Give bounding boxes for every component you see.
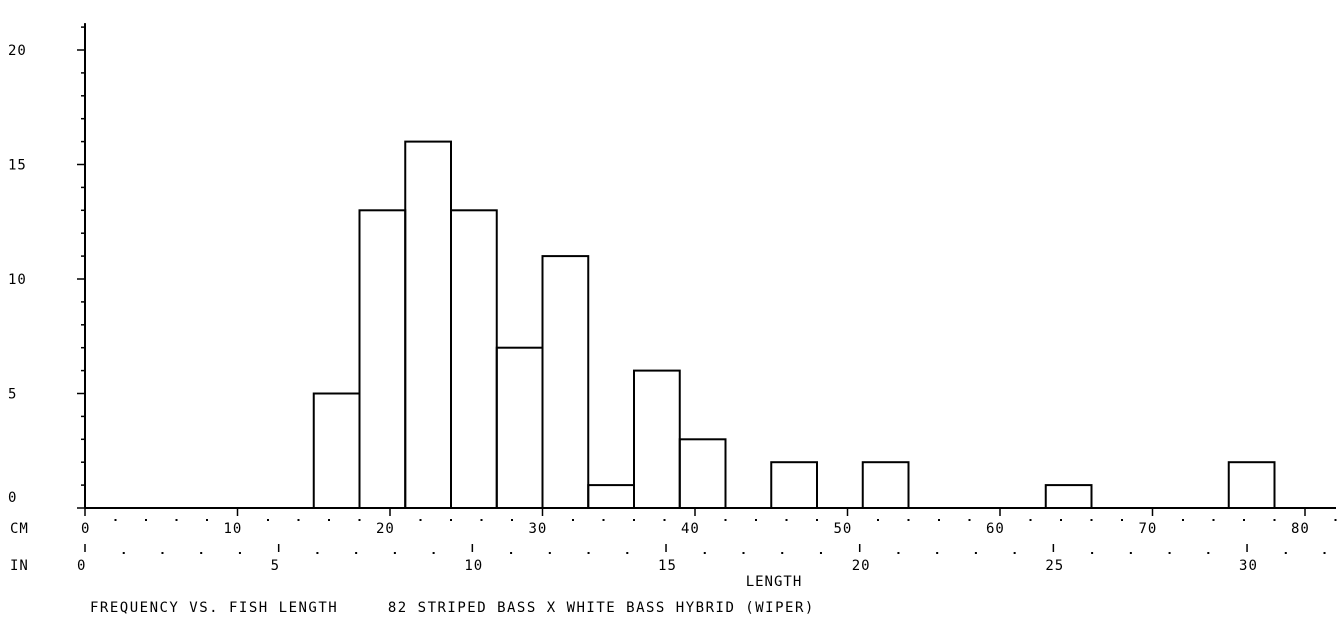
cm-minor-dot — [816, 519, 818, 521]
cm-minor-dot — [358, 519, 361, 521]
in-minor-dot — [1323, 552, 1326, 554]
cm-tick-label: 30 — [529, 521, 548, 537]
cm-minor-dot — [206, 519, 208, 521]
cm-tick-label: 80 — [1291, 521, 1310, 537]
in-tick-label: 15 — [658, 558, 677, 574]
histogram-bar — [495, 346, 544, 510]
cm-minor-dot — [1334, 519, 1337, 521]
cm-minor-dot — [1182, 519, 1184, 521]
in-minor-dot — [819, 552, 822, 554]
cm-tick-label: 0 — [81, 521, 90, 537]
in-minor-dot — [316, 552, 319, 554]
cm-tick-label: 70 — [1139, 521, 1158, 537]
in-minor-dot — [510, 552, 513, 554]
in-minor-dot — [1013, 552, 1016, 554]
histogram-bar — [541, 255, 590, 509]
in-tick-label: 30 — [1239, 558, 1258, 574]
cm-minor-dot — [1273, 519, 1276, 521]
cm-minor-dot — [1121, 519, 1123, 521]
x-unit-in-label: IN — [10, 558, 29, 574]
cm-minor-dot — [114, 519, 117, 521]
in-minor-dot — [393, 552, 396, 554]
histogram-bar — [861, 461, 910, 510]
in-minor-dot — [238, 552, 241, 554]
cm-minor-dot — [724, 519, 727, 521]
y-tick-label: 15 — [8, 158, 27, 174]
in-minor-dot — [1168, 552, 1171, 554]
in-minor-dot — [122, 552, 125, 554]
cm-minor-dot — [572, 519, 574, 521]
cm-minor-dot — [175, 519, 178, 521]
cm-minor-dot — [602, 519, 605, 521]
in-minor-dot — [974, 552, 977, 554]
histogram-bar — [1044, 484, 1093, 510]
histogram-bar — [1227, 461, 1276, 510]
in-minor-dot — [161, 552, 164, 554]
in-minor-dot — [200, 552, 203, 554]
y-tick-label: 5 — [8, 387, 17, 403]
cm-minor-dot — [1060, 519, 1062, 521]
histogram-bar — [587, 484, 635, 510]
x-unit-cm-label: CM — [10, 521, 29, 537]
in-minor-dot — [1207, 552, 1210, 554]
x-axis-title: LENGTH — [746, 574, 803, 590]
in-minor-dot — [703, 552, 706, 554]
histogram-bar — [678, 438, 727, 509]
cm-minor-dot — [511, 519, 513, 521]
in-minor-dot — [742, 552, 745, 554]
y-tick-label: 10 — [8, 272, 27, 288]
cm-minor-dot — [877, 519, 879, 521]
cm-minor-dot — [785, 519, 788, 521]
in-tick-label: 25 — [1045, 558, 1064, 574]
in-minor-dot — [897, 552, 900, 554]
cm-minor-dot — [480, 519, 483, 521]
in-minor-dot — [1129, 552, 1132, 554]
cm-tick-label: 20 — [376, 521, 395, 537]
cm-minor-dot — [968, 519, 971, 521]
cm-minor-dot — [755, 519, 757, 521]
cm-minor-dot — [938, 519, 940, 521]
in-minor-dot — [355, 552, 358, 554]
cm-minor-dot — [145, 519, 147, 521]
cm-minor-dot — [907, 519, 910, 521]
cm-tick-label: 50 — [834, 521, 853, 537]
in-minor-dot — [1091, 552, 1094, 554]
histogram-bar — [770, 461, 818, 510]
cm-tick-label: 10 — [224, 521, 243, 537]
in-minor-dot — [936, 552, 939, 554]
histogram-bar — [312, 392, 361, 509]
cm-minor-dot — [297, 519, 300, 521]
cm-minor-dot — [450, 519, 452, 521]
histogram-bar — [404, 140, 452, 509]
histogram-bar — [633, 369, 681, 509]
chart-title: FREQUENCY VS. FISH LENGTH 82 STRIPED BAS… — [90, 600, 815, 616]
cm-minor-dot — [267, 519, 269, 521]
in-tick-label: 5 — [271, 558, 280, 574]
in-minor-dot — [548, 552, 551, 554]
cm-minor-dot — [419, 519, 422, 521]
y-tick-label: 0 — [8, 490, 17, 506]
cm-minor-dot — [328, 519, 330, 521]
cm-minor-dot — [633, 519, 635, 521]
in-minor-dot — [432, 552, 435, 554]
histogram-bar — [358, 209, 407, 510]
in-minor-dot — [587, 552, 590, 554]
in-tick-label: 20 — [852, 558, 871, 574]
in-minor-dot — [781, 552, 784, 554]
in-tick-label: 0 — [77, 558, 86, 574]
histogram-bar — [450, 209, 498, 510]
cm-tick-label: 60 — [986, 521, 1005, 537]
cm-tick-label: 40 — [681, 521, 700, 537]
in-minor-dot — [626, 552, 629, 554]
y-tick-label: 20 — [8, 43, 27, 59]
in-minor-dot — [1284, 552, 1287, 554]
in-tick-label: 10 — [464, 558, 483, 574]
cm-minor-dot — [1090, 519, 1093, 521]
cm-minor-dot — [663, 519, 666, 521]
cm-minor-dot — [1243, 519, 1245, 521]
cm-minor-dot — [1212, 519, 1215, 521]
cm-minor-dot — [1029, 519, 1032, 521]
